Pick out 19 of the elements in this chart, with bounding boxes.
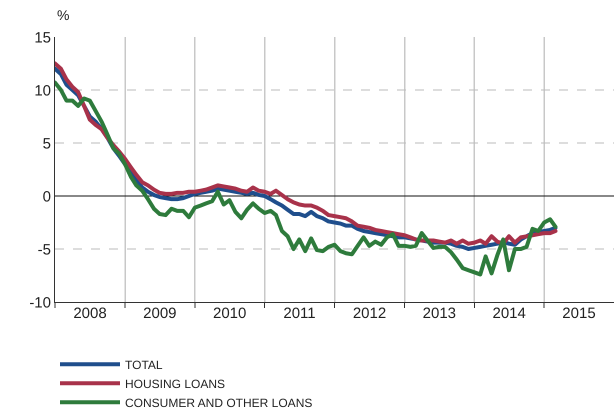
x-tick-label: 2014 bbox=[492, 305, 526, 322]
x-tick-label: 2009 bbox=[143, 305, 177, 322]
x-tick-label: 2011 bbox=[283, 305, 316, 322]
y-tick-label: -5 bbox=[38, 241, 51, 258]
y-tick-label: 15 bbox=[34, 29, 51, 46]
y-tick-label: 5 bbox=[42, 135, 51, 152]
x-tick-label: 2012 bbox=[352, 305, 386, 322]
line-series bbox=[55, 80, 558, 276]
y-axis-title: % bbox=[57, 7, 70, 23]
y-tick-label: 10 bbox=[34, 82, 51, 100]
x-tick-label: 2013 bbox=[422, 305, 456, 322]
y-tick-label: -10 bbox=[29, 294, 51, 312]
x-tick-label: 2015 bbox=[562, 305, 596, 322]
legend-label: HOUSING LOANS bbox=[125, 376, 226, 391]
legend-label: CONSUMER AND OTHER LOANS bbox=[125, 396, 312, 410]
legend-label: TOTAL bbox=[125, 358, 163, 372]
y-tick-label: 0 bbox=[42, 188, 51, 206]
x-tick-label: 2010 bbox=[212, 305, 246, 322]
x-tick-label: 2008 bbox=[73, 305, 107, 322]
